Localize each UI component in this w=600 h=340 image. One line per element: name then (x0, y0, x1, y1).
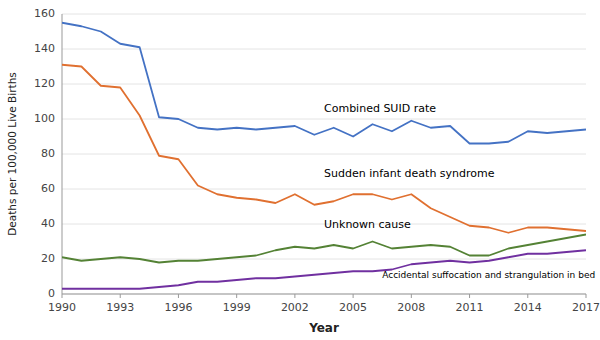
x-tick-label: 2011 (456, 301, 484, 314)
annotation: Sudden infant death syndrome (324, 167, 495, 180)
grid-line (62, 294, 586, 295)
y-axis-line (62, 14, 63, 294)
y-tick-label: 100 (34, 112, 55, 125)
y-tick-label: 80 (41, 147, 55, 160)
grid-line (62, 189, 586, 190)
x-tick (527, 294, 528, 298)
x-tick (62, 294, 63, 298)
y-tick-label: 160 (34, 7, 55, 20)
x-tick (178, 294, 179, 298)
x-tick (586, 294, 587, 298)
x-tick-label: 1993 (106, 301, 134, 314)
x-tick-label: 2008 (397, 301, 425, 314)
x-tick-label: 2014 (514, 301, 542, 314)
annotation: Combined SUID rate (324, 102, 436, 115)
series-line (62, 23, 586, 144)
x-tick (353, 294, 354, 298)
chart: 0 20 40 60 80 100 120 140 160 1990 1993 1996 1999 200… (0, 0, 600, 340)
x-axis-line (62, 294, 586, 295)
x-tick-label: 2017 (572, 301, 600, 314)
annotation: Accidental suffocation and strangulation… (382, 270, 595, 280)
y-tick-label: 20 (41, 252, 55, 265)
x-tick-label: 1999 (223, 301, 251, 314)
x-tick (236, 294, 237, 298)
x-tick-label: 1996 (164, 301, 192, 314)
x-tick-label: 2002 (281, 301, 309, 314)
x-tick (120, 294, 121, 298)
grid-line (62, 84, 586, 85)
y-tick-label: 60 (41, 182, 55, 195)
y-tick-label: 140 (34, 42, 55, 55)
y-tick-label: 0 (48, 287, 55, 300)
x-tick-label: 1990 (48, 301, 76, 314)
lines (62, 23, 586, 289)
series-line (62, 65, 586, 233)
grid (62, 14, 586, 294)
x-tick (469, 294, 470, 298)
x-tick (294, 294, 295, 298)
y-tick-label: 120 (34, 77, 55, 90)
x-axis-label: Year (308, 321, 339, 335)
grid-line (62, 154, 586, 155)
grid-line (62, 14, 586, 15)
x-tick-label: 2005 (339, 301, 367, 314)
y-tick-label: 40 (41, 217, 55, 230)
annotation: Unknown cause (324, 218, 411, 231)
x-tick (411, 294, 412, 298)
y-axis-label: Deaths per 100,000 Live Births (6, 72, 18, 236)
